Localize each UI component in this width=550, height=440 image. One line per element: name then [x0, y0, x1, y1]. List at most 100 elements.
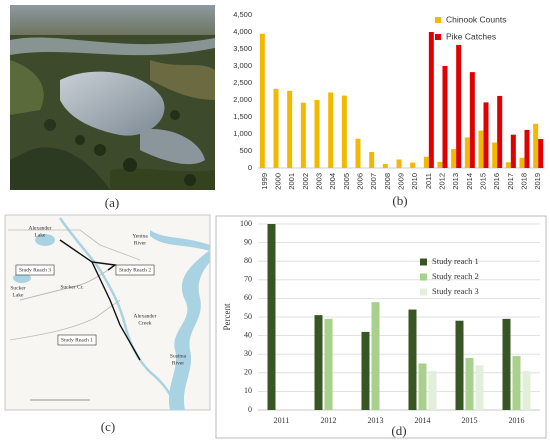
- bar: [341, 95, 347, 168]
- photo: [10, 5, 215, 190]
- bar: [451, 148, 457, 168]
- y-tick-label: 0: [248, 163, 252, 172]
- map-label: Study Reach 2: [119, 267, 151, 273]
- map-label: Sucker Cr.: [60, 284, 84, 290]
- bar: [538, 139, 544, 168]
- legend-label: Chinook Counts: [446, 14, 506, 24]
- legend-swatch: [435, 34, 441, 40]
- x-tick-label: 2014: [465, 173, 474, 190]
- map-label: Lake: [13, 292, 25, 298]
- bar: [418, 363, 427, 410]
- map-label: Yentna: [132, 233, 148, 239]
- panel-label: (c): [101, 419, 115, 434]
- x-tick-label: 2015: [462, 416, 478, 425]
- legend-label: Study reach 3: [432, 286, 479, 296]
- y-tick-label: 1,500: [233, 112, 252, 121]
- map-label: River: [134, 240, 146, 246]
- y-tick-label: 70: [244, 275, 252, 284]
- panel-label: (b): [392, 193, 407, 208]
- bar: [273, 88, 279, 168]
- y-tick-label: 2,500: [233, 78, 252, 87]
- bar: [505, 162, 511, 168]
- bar: [522, 370, 531, 410]
- legend-swatch: [420, 258, 427, 266]
- x-tick-label: 2015: [478, 173, 487, 190]
- map-label-box: [115, 264, 155, 276]
- map-label: River: [172, 360, 184, 366]
- bar: [533, 123, 539, 168]
- x-tick-label: 2004: [328, 173, 337, 190]
- y-tick-label: 50: [244, 312, 252, 321]
- bar: [314, 315, 323, 410]
- x-tick-label: 2006: [355, 173, 364, 190]
- bar: [502, 318, 511, 410]
- y-tick-label: 0: [248, 405, 252, 414]
- map-label: Alexander: [29, 225, 52, 231]
- bar: [524, 129, 530, 168]
- bar: [369, 152, 375, 168]
- legend-label: Pike Catches: [446, 31, 496, 41]
- bar: [428, 370, 437, 410]
- map-label: Susitna: [170, 353, 187, 359]
- y-tick-label: 100: [240, 219, 252, 228]
- bar: [456, 44, 462, 168]
- x-tick-label: 2010: [410, 173, 419, 190]
- x-tick-label: 2014: [415, 416, 431, 425]
- y-tick-label: 3,500: [233, 44, 252, 53]
- bar: [324, 318, 333, 410]
- y-tick-label: 3,000: [233, 61, 252, 70]
- bar: [259, 33, 265, 169]
- x-tick-label: 2008: [383, 173, 392, 190]
- x-tick-label: 2019: [533, 173, 542, 190]
- bar: [328, 92, 334, 168]
- x-tick-label: 2011: [274, 416, 290, 425]
- y-tick-label: 60: [244, 293, 252, 302]
- panel-label: (d): [391, 423, 406, 438]
- map-label: Sucker: [10, 285, 25, 291]
- bar: [464, 137, 470, 168]
- bar: [396, 159, 402, 168]
- bar: [423, 156, 429, 168]
- bar: [382, 163, 388, 168]
- map-label: Study Reach 3: [19, 267, 51, 273]
- map-label-box: [57, 334, 97, 346]
- legend-label: Study reach 1: [432, 256, 479, 266]
- bar: [300, 102, 306, 168]
- bar: [455, 320, 464, 410]
- bar: [512, 356, 521, 410]
- x-tick-label: 2018: [519, 173, 528, 190]
- map: [4, 214, 211, 411]
- bar: [492, 142, 498, 168]
- x-tick-label: 1999: [260, 173, 269, 190]
- bar: [475, 365, 484, 410]
- y-tick-label: 20: [244, 368, 252, 377]
- y-tick-label: 1,000: [233, 129, 252, 138]
- y-tick-label: 80: [244, 256, 252, 265]
- bar: [267, 224, 276, 410]
- bar: [437, 161, 443, 168]
- bar: [442, 66, 448, 168]
- bar: [510, 134, 516, 168]
- bar: [478, 130, 484, 168]
- map-label-box: [15, 264, 55, 276]
- bar: [519, 157, 525, 168]
- bar: [410, 162, 416, 168]
- legend-swatch: [420, 273, 427, 281]
- y-tick-label: 4,000: [233, 27, 252, 36]
- bar: [355, 138, 361, 168]
- bar: [497, 95, 503, 168]
- bar: [408, 309, 417, 410]
- y-tick-label: 30: [244, 349, 252, 358]
- panel-label: (a): [105, 195, 119, 210]
- x-tick-label: 2016: [509, 416, 525, 425]
- x-tick-label: 2002: [301, 173, 310, 190]
- map-label: Study Reach 1: [61, 337, 93, 343]
- y-tick-label: 90: [244, 237, 252, 246]
- y-tick-label: 2,000: [233, 95, 252, 104]
- x-tick-label: 2007: [369, 173, 378, 190]
- legend-swatch: [420, 288, 427, 296]
- bar: [469, 72, 475, 168]
- x-tick-label: 2005: [342, 173, 351, 190]
- map-label: Creek: [138, 320, 151, 326]
